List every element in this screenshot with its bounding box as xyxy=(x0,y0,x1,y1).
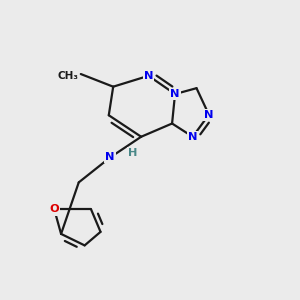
Text: N: N xyxy=(204,110,214,120)
Text: N: N xyxy=(170,89,180,99)
Text: O: O xyxy=(50,205,59,214)
Text: N: N xyxy=(188,132,197,142)
Text: H: H xyxy=(128,148,137,158)
Text: N: N xyxy=(106,152,115,162)
Text: N: N xyxy=(144,71,153,81)
Text: CH₃: CH₃ xyxy=(58,70,79,80)
